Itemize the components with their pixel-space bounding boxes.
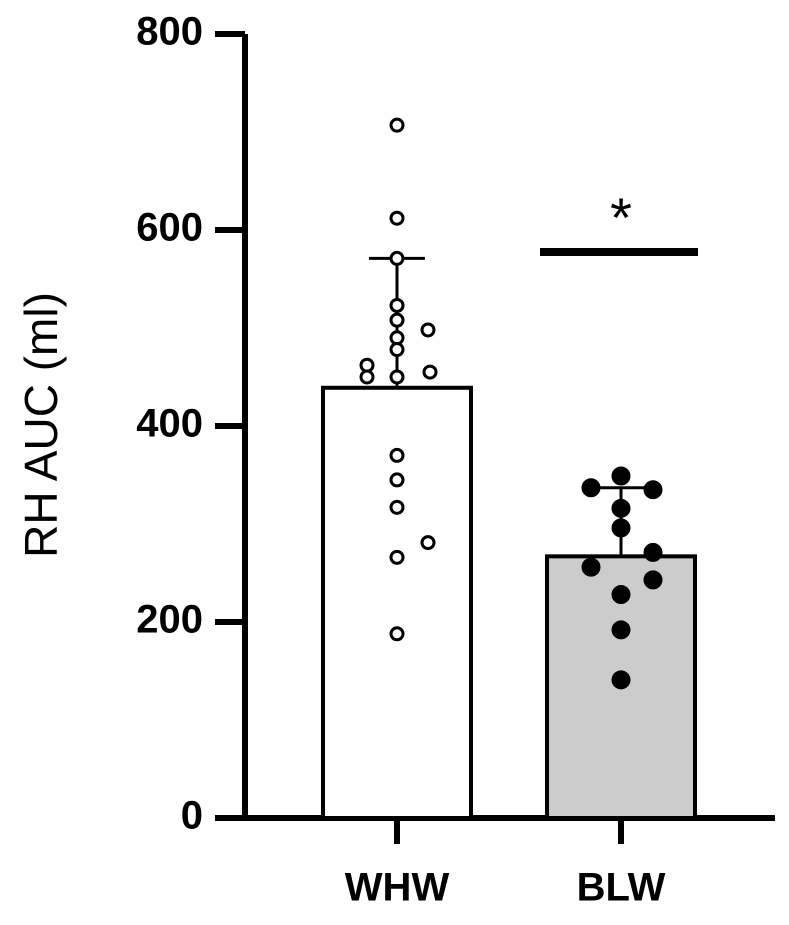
data-point <box>389 549 405 565</box>
data-point <box>643 542 663 562</box>
data-point <box>611 518 631 538</box>
data-point <box>389 342 405 358</box>
data-point <box>389 117 405 133</box>
data-point <box>389 626 405 642</box>
data-point <box>611 585 631 605</box>
data-point <box>359 369 375 385</box>
significance-annotation: * <box>610 186 632 249</box>
y-tick-label: 200 <box>136 598 203 642</box>
data-point <box>611 620 631 640</box>
data-point <box>389 250 405 266</box>
data-point <box>420 535 436 551</box>
data-point <box>581 557 601 577</box>
y-tick-label: 800 <box>136 10 203 54</box>
data-point <box>581 478 601 498</box>
data-point <box>389 447 405 463</box>
x-tick-label: BLW <box>577 866 666 910</box>
data-point <box>389 499 405 515</box>
data-point <box>389 312 405 328</box>
data-point <box>389 369 405 385</box>
y-tick-label: 600 <box>136 206 203 250</box>
data-point <box>611 498 631 518</box>
data-point <box>389 297 405 313</box>
data-point <box>359 357 375 373</box>
data-point <box>643 570 663 590</box>
data-point <box>643 480 663 500</box>
data-point <box>420 322 436 338</box>
y-tick-label: 400 <box>136 402 203 446</box>
data-point <box>611 466 631 486</box>
x-tick-label: WHW <box>345 866 450 910</box>
y-tick-label: 0 <box>181 794 203 838</box>
data-point <box>611 670 631 690</box>
data-point <box>389 210 405 226</box>
data-point <box>389 330 405 346</box>
data-point <box>389 472 405 488</box>
y-axis-label: RH AUC (ml) <box>15 292 67 558</box>
data-point <box>422 364 438 380</box>
